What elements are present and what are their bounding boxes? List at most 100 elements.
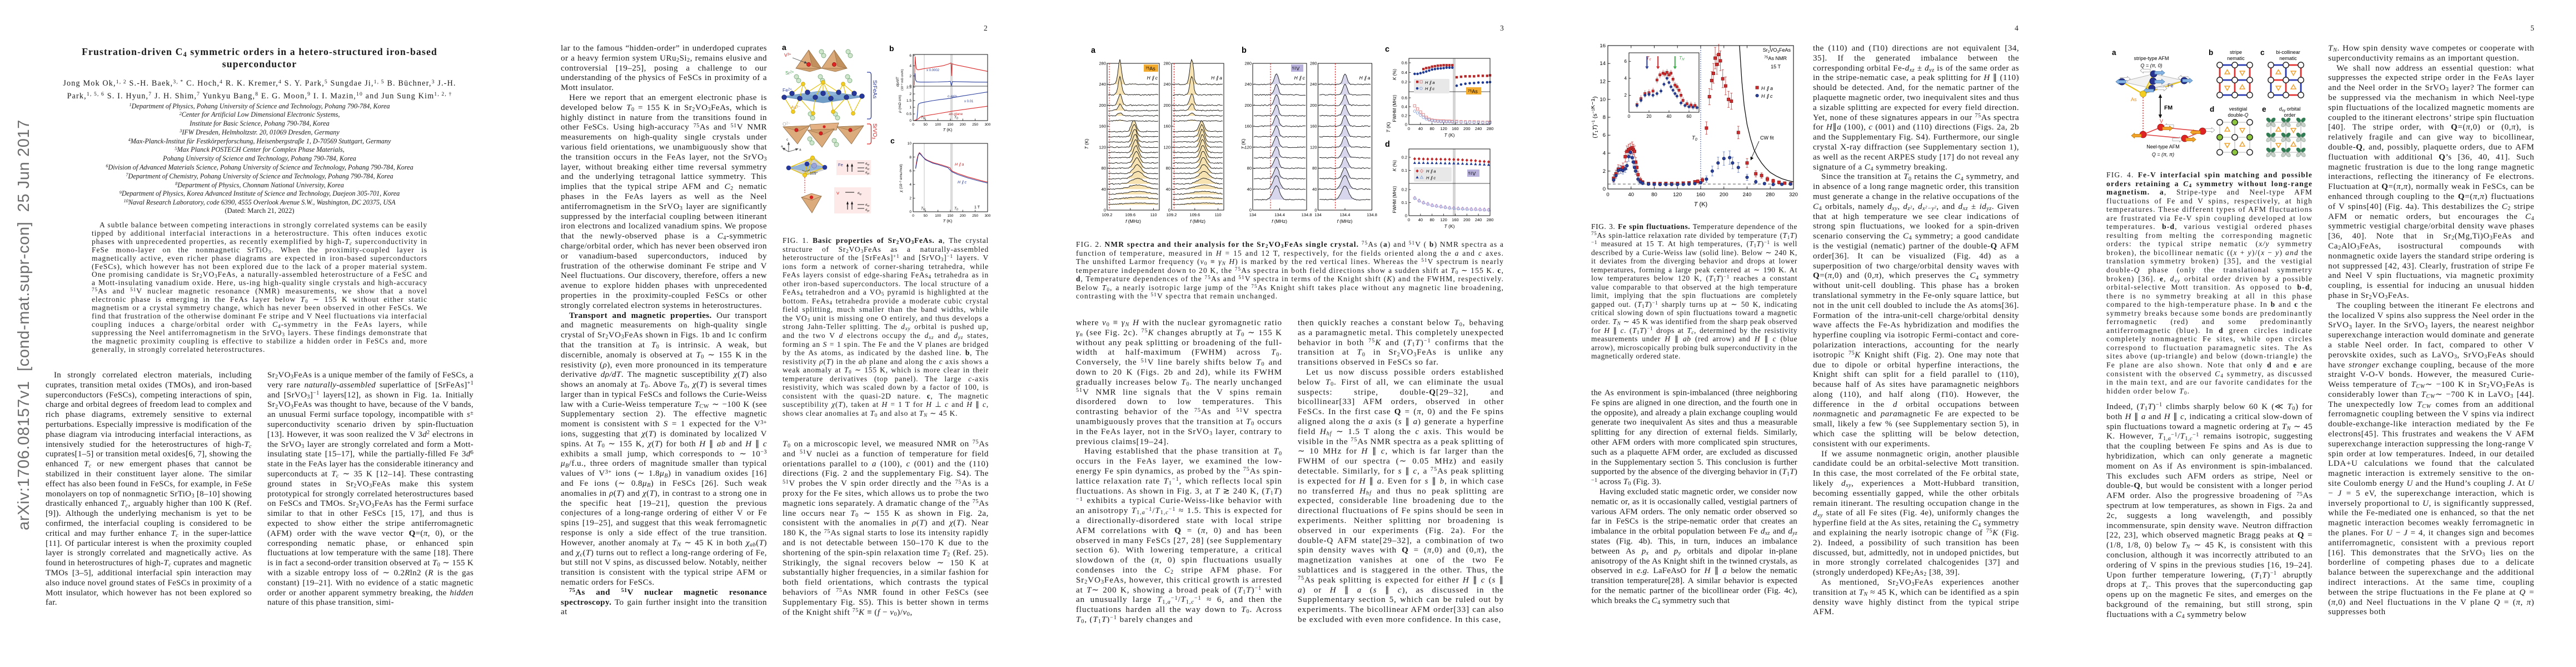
svg-text:f (MHz): f (MHz) [1272, 218, 1287, 224]
svg-text:280: 280 [1244, 61, 1252, 66]
svg-text:120: 120 [1310, 145, 1317, 150]
svg-text:134: 134 [1314, 212, 1322, 217]
svg-text:80: 80 [1247, 166, 1252, 171]
svg-text:240: 240 [1743, 192, 1752, 198]
svg-text:As: As [2131, 97, 2137, 102]
svg-text:Sr2VO3FeAs: Sr2VO3FeAs [1763, 47, 1791, 54]
svg-text:0: 0 [912, 214, 914, 218]
svg-text:12: 12 [1600, 79, 1606, 85]
svg-text:H ∥ c: H ∥ c [958, 180, 966, 185]
svg-text:6: 6 [1625, 59, 1627, 64]
svg-text:V: V [2160, 118, 2163, 124]
svg-text:0.2: 0.2 [1402, 113, 1407, 118]
svg-text:2.5: 2.5 [906, 86, 911, 89]
svg-text:100: 100 [935, 123, 941, 127]
svg-text:40: 40 [1102, 187, 1106, 192]
svg-text:0: 0 [1104, 208, 1106, 213]
svg-text:dxz: dxz [865, 203, 870, 207]
svg-text:200: 200 [960, 214, 966, 218]
svg-text:Sr2+: Sr2+ [785, 70, 794, 76]
svg-text:160: 160 [1244, 124, 1252, 129]
svg-text:order: order [2284, 112, 2295, 118]
svg-text:0: 0 [1249, 208, 1252, 213]
svg-text:T (K): T (K) [1444, 223, 1455, 229]
svg-text:4: 4 [1625, 76, 1627, 81]
svg-text:c: c [786, 138, 789, 142]
svg-text:H ∥ a: H ∥ a [1426, 169, 1436, 174]
svg-text:16: 16 [1600, 44, 1606, 49]
svg-text:4: 4 [909, 183, 911, 187]
svg-text:120: 120 [1163, 145, 1170, 150]
svg-text:0.1: 0.1 [1402, 200, 1407, 205]
svg-text:40: 40 [1247, 187, 1252, 192]
svg-text:160: 160 [1452, 126, 1459, 131]
svg-text:TN: TN [921, 116, 925, 121]
svg-text:V3+: V3+ [784, 52, 791, 58]
svg-text:CW fit: CW fit [1760, 135, 1774, 141]
svg-text:300: 300 [985, 123, 991, 127]
svg-text:120: 120 [1673, 192, 1682, 198]
svg-text:60: 60 [1687, 114, 1692, 119]
svg-text:dyz: dyz [865, 208, 870, 212]
svg-text:240: 240 [1163, 82, 1170, 87]
svg-text:109.2: 109.2 [1167, 212, 1177, 217]
svg-text:51V: 51V [1468, 171, 1476, 177]
svg-text:T (K): T (K) [1240, 138, 1246, 149]
svg-text:100: 100 [935, 214, 941, 218]
svg-text:T (K): T (K) [1444, 132, 1455, 138]
svg-text:6: 6 [909, 169, 911, 173]
svg-text:280: 280 [1099, 61, 1106, 66]
svg-text:200: 200 [1720, 192, 1728, 198]
svg-text:a: a [781, 145, 783, 148]
svg-text:109.2: 109.2 [1102, 212, 1113, 217]
svg-text:T (K): T (K) [943, 218, 953, 223]
svg-text:H ∥ c: H ∥ c [1294, 75, 1306, 81]
svg-text:dxz: dxz [865, 167, 870, 170]
svg-text:dxy: dxy [858, 192, 862, 195]
svg-text:40: 40 [1418, 217, 1423, 222]
svg-text:200: 200 [1163, 103, 1170, 108]
svg-text:T0: T0 [1692, 135, 1697, 142]
svg-text:d: d [2210, 105, 2214, 113]
svg-text:20: 20 [1647, 114, 1652, 119]
svg-text:nematic: nematic [2227, 56, 2245, 61]
svg-text:ρ (mΩ cm): ρ (mΩ cm) [898, 95, 902, 113]
svg-text:double-Q: double-Q [2228, 112, 2248, 118]
svg-text:80: 80 [1430, 217, 1434, 222]
svg-text:0: 0 [1168, 208, 1170, 213]
svg-text:K (%): K (%) [1392, 69, 1397, 80]
svg-text:40: 40 [1628, 192, 1635, 198]
svg-text:6: 6 [909, 54, 911, 58]
svg-text:0: 0 [909, 210, 911, 214]
svg-text:150: 150 [948, 214, 954, 218]
svg-text:x 0.0002: x 0.0002 [926, 69, 940, 72]
svg-text:TN: TN [921, 207, 925, 212]
svg-text:H ∥ a: H ∥ a [1359, 75, 1371, 81]
svg-text:250: 250 [972, 123, 978, 127]
svg-text:0.6: 0.6 [1402, 96, 1407, 101]
svg-text:nematic: nematic [2279, 56, 2297, 61]
svg-text:c: c [1385, 45, 1389, 54]
svg-text:280: 280 [1766, 192, 1775, 198]
svg-text:T0: T0 [954, 116, 958, 121]
svg-text:T0: T0 [954, 207, 958, 212]
svg-text:0: 0 [1408, 217, 1410, 222]
svg-text:H ∥ c: H ∥ c [1761, 93, 1773, 99]
svg-text:250: 250 [972, 214, 978, 218]
svg-text:T (K): T (K) [1386, 122, 1391, 132]
svg-text:b: b [889, 44, 894, 53]
svg-text:4: 4 [1603, 151, 1606, 157]
svg-text:300: 300 [985, 214, 991, 218]
svg-text:Q = (π, π): Q = (π, π) [2152, 152, 2174, 157]
svg-text:0: 0 [1408, 126, 1410, 131]
svg-text:Fe: Fe [838, 162, 843, 167]
svg-text:dyz: dyz [865, 171, 870, 175]
svg-text:0.2: 0.2 [1402, 79, 1407, 84]
svg-text:stripe: stripe [2230, 49, 2242, 55]
svg-text:0.2: 0.2 [1402, 155, 1407, 160]
svg-text:0: 0 [1405, 213, 1407, 218]
svg-text:e: e [2262, 105, 2266, 113]
svg-text:O2−: O2− [783, 121, 790, 127]
svg-text:150: 150 [948, 123, 954, 127]
svg-text:Q = (π, 0): Q = (π, 0) [2140, 63, 2162, 68]
